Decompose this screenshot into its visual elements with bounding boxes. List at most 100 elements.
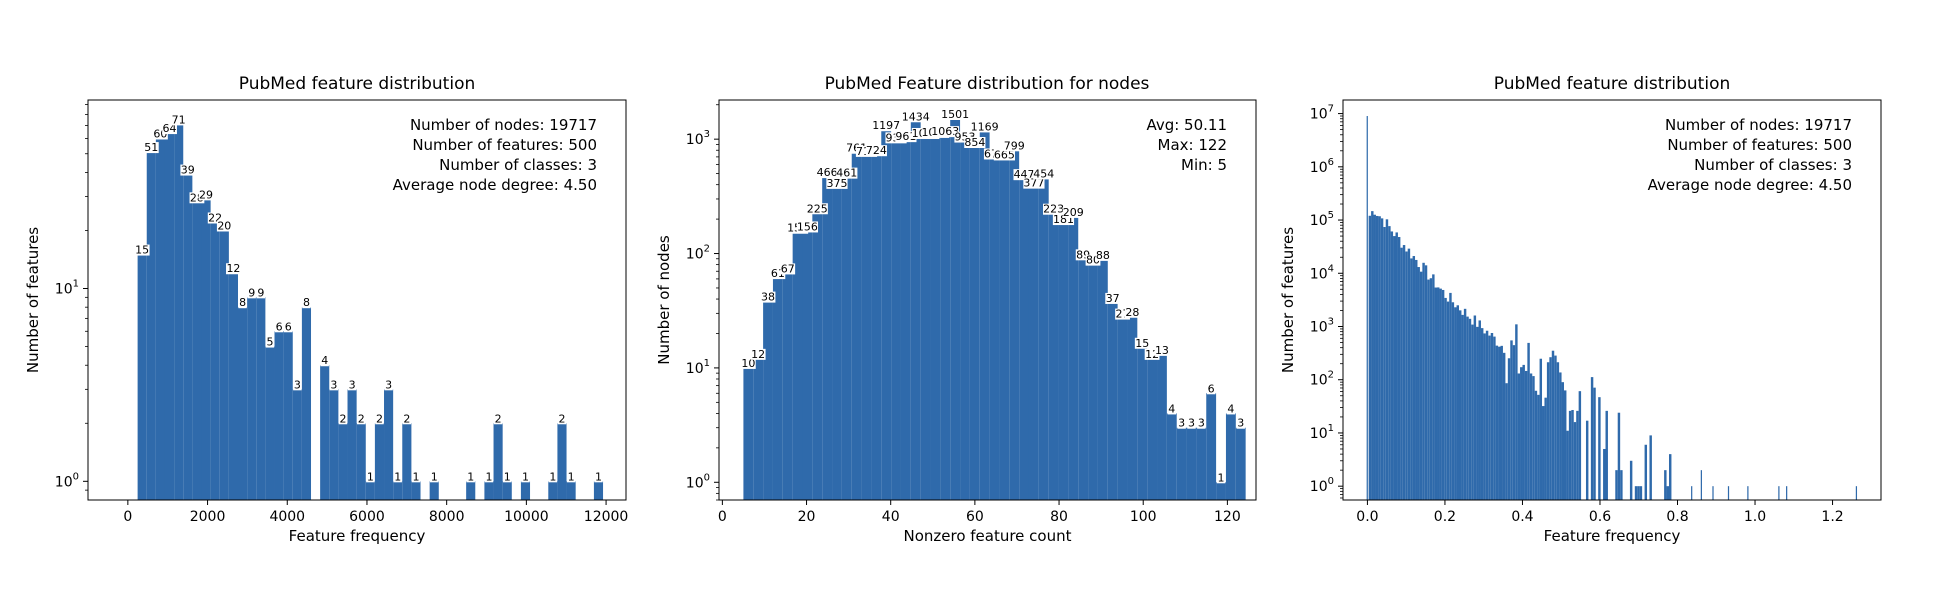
bar: [1615, 470, 1618, 500]
y-tick-base: 10: [55, 282, 73, 298]
y-tick-label: 102: [1310, 370, 1334, 389]
bars: [137, 124, 604, 500]
bar: [356, 423, 366, 500]
bar: [1603, 448, 1606, 500]
x-tick-label: 4000: [269, 509, 305, 525]
bar: [1368, 215, 1372, 500]
chart-title: PubMed feature distribution: [1494, 74, 1731, 94]
y-tick-label: 100: [55, 471, 79, 490]
bar-label-bg: [503, 471, 512, 483]
bar: [247, 297, 257, 500]
bar: [155, 138, 165, 500]
bar-value-label: 8: [239, 296, 246, 309]
x-tick-label: 20: [798, 509, 816, 525]
bar: [192, 202, 202, 500]
bar-label-bg: [1206, 383, 1216, 395]
bar: [1485, 330, 1489, 500]
bar-label-bg: [1177, 417, 1186, 429]
x-tick-label: 100: [1130, 509, 1157, 525]
bar-label-bg: [1236, 417, 1245, 429]
x-tick-label: 10000: [504, 509, 549, 525]
bar-value-label: 1: [549, 470, 556, 483]
x-tick-label: 0.2: [1434, 509, 1456, 525]
bar: [989, 158, 1000, 500]
bar: [1517, 373, 1521, 500]
y-tick-label: 105: [1310, 210, 1334, 229]
bar: [1620, 470, 1623, 500]
bar-label-bg: [393, 471, 402, 483]
bar: [1639, 486, 1643, 500]
bar: [593, 481, 604, 500]
bar: [1578, 391, 1582, 500]
bar-value-label: 1197: [872, 119, 900, 132]
bar: [1549, 357, 1552, 500]
bar-label-bg: [466, 471, 475, 483]
y-tick-exponent: 2: [1328, 370, 1334, 381]
bar: [493, 423, 503, 500]
info-text: Max: 122: [1158, 136, 1227, 154]
bar-label-bg: [872, 120, 901, 132]
bar-value-label: 1: [367, 470, 374, 483]
bar: [1712, 486, 1714, 500]
bar: [1502, 352, 1506, 500]
bar: [900, 141, 911, 500]
bar: [1402, 245, 1406, 500]
bar: [1429, 278, 1433, 500]
bar-label-bg: [1115, 308, 1130, 320]
bar: [1432, 274, 1435, 500]
bar: [1451, 302, 1455, 500]
bar-value-label: 12: [226, 262, 240, 275]
y-tick-exponent: 3: [1328, 316, 1334, 327]
bar: [1664, 470, 1667, 500]
bar: [1390, 231, 1394, 500]
bar: [930, 136, 941, 500]
bar-label-bg: [1003, 140, 1025, 152]
bar-label-bg: [238, 297, 247, 309]
bar-label-bg: [1013, 169, 1035, 181]
bar: [822, 177, 833, 500]
bar: [1507, 358, 1511, 500]
bar: [1454, 307, 1457, 500]
info-text: Average node degree: 4.50: [393, 176, 597, 194]
bar-label-bg: [207, 212, 223, 224]
y-tick-exponent: 0: [1328, 476, 1334, 487]
bar: [329, 389, 339, 500]
bar-value-label: 665: [994, 148, 1015, 161]
bar-value-label: 1: [504, 470, 511, 483]
y-tick-label: 104: [1310, 263, 1334, 282]
chart-title: PubMed Feature distribution for nodes: [825, 74, 1150, 94]
bar-label-bg: [796, 221, 819, 233]
bar: [201, 199, 211, 500]
bar: [1393, 236, 1396, 500]
bar-label-bg: [302, 297, 311, 309]
bar-value-label: 4: [321, 354, 328, 367]
bar-label-bg: [1144, 348, 1160, 360]
info-text: Avg: 50.11: [1146, 116, 1227, 134]
bar-value-label: 28: [1125, 306, 1139, 319]
bar: [1605, 410, 1608, 500]
y-tick-base: 10: [1310, 426, 1328, 442]
bar: [1373, 214, 1376, 500]
y-axis-label: Number of nodes: [655, 235, 673, 365]
bar: [1637, 486, 1640, 500]
axes-frame: [1342, 99, 1882, 501]
y-tick-label: 100: [686, 472, 710, 491]
bar-label-bg: [274, 321, 284, 333]
bar: [228, 273, 239, 500]
bar: [1483, 333, 1486, 500]
bar-label-bg: [375, 413, 384, 425]
info-text: Number of features: 500: [412, 136, 597, 154]
bar-value-label: 1: [568, 470, 575, 483]
y-tick-exponent: 1: [704, 358, 710, 369]
bar-value-label: 466: [817, 166, 838, 179]
bar-label-bg: [384, 379, 393, 391]
bar: [1644, 444, 1648, 500]
info-text: Number of nodes: 19717: [410, 116, 597, 134]
bar: [753, 358, 764, 500]
bar: [1471, 324, 1474, 500]
bar: [384, 389, 394, 500]
bar: [210, 222, 220, 500]
y-tick-label: 103: [1310, 316, 1334, 335]
bar-label-bg: [180, 164, 196, 176]
